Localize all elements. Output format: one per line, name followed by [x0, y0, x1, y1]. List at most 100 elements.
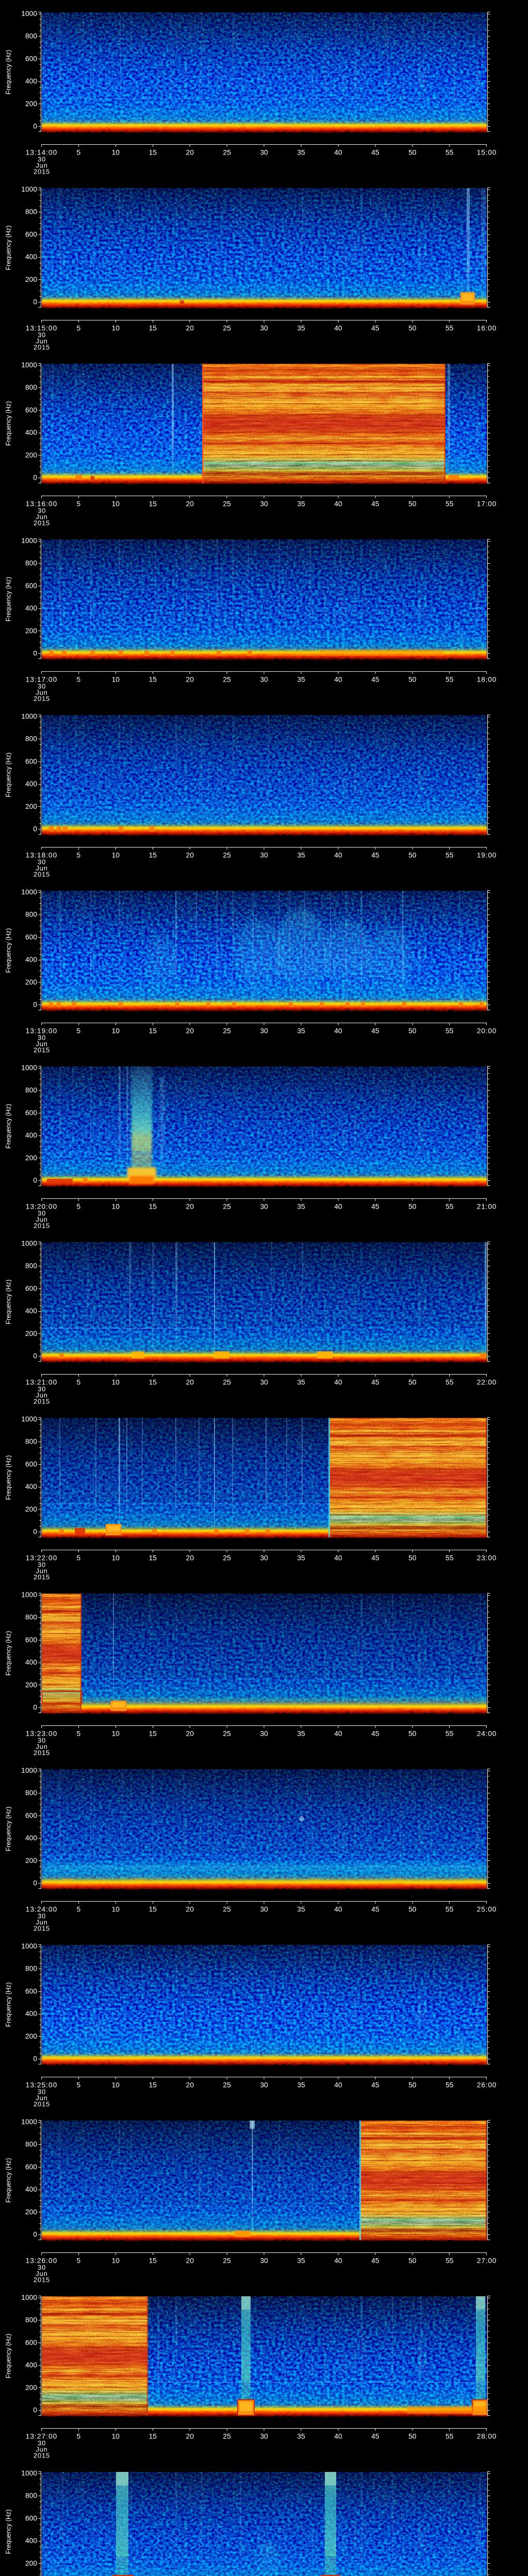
svg-text:55: 55	[446, 1379, 454, 1386]
svg-text:1000: 1000	[21, 1767, 37, 1774]
svg-text:1000: 1000	[21, 185, 37, 193]
svg-text:13:22:00: 13:22:00	[26, 1554, 58, 1562]
svg-text:600: 600	[25, 1987, 37, 1995]
svg-text:30: 30	[38, 1561, 46, 1569]
svg-text:21:00: 21:00	[477, 1203, 497, 1211]
svg-text:10: 10	[112, 149, 120, 157]
svg-text:Frequency (Hz): Frequency (Hz)	[5, 2334, 12, 2379]
svg-text:40: 40	[334, 1554, 342, 1562]
svg-text:400: 400	[25, 1834, 37, 1842]
svg-text:13:20:00: 13:20:00	[26, 1203, 58, 1211]
svg-text:Jun: Jun	[36, 1743, 47, 1751]
svg-text:25: 25	[223, 1554, 231, 1562]
svg-text:Frequency (Hz): Frequency (Hz)	[5, 753, 12, 798]
svg-text:1000: 1000	[21, 10, 37, 18]
svg-text:24:00: 24:00	[477, 1730, 497, 1738]
svg-text:2015: 2015	[34, 1222, 50, 1230]
svg-text:15: 15	[149, 2433, 157, 2441]
svg-text:30: 30	[38, 1210, 46, 1217]
svg-text:25: 25	[223, 676, 231, 684]
svg-text:20: 20	[186, 149, 194, 157]
svg-text:55: 55	[446, 1027, 454, 1035]
svg-text:Jun: Jun	[36, 513, 47, 521]
svg-text:1000: 1000	[21, 1064, 37, 1072]
svg-text:30: 30	[260, 1027, 268, 1035]
svg-text:30: 30	[38, 2439, 46, 2447]
svg-text:800: 800	[25, 2492, 37, 2500]
svg-text:30: 30	[260, 149, 268, 157]
svg-text:800: 800	[25, 1087, 37, 1094]
svg-text:50: 50	[408, 1027, 417, 1035]
svg-text:55: 55	[446, 676, 454, 684]
svg-text:2015: 2015	[34, 871, 50, 878]
svg-text:10: 10	[112, 2257, 120, 2265]
svg-text:35: 35	[297, 149, 305, 157]
svg-text:55: 55	[446, 1906, 454, 1913]
svg-text:16:00: 16:00	[477, 325, 497, 332]
svg-text:200: 200	[25, 2384, 37, 2392]
svg-text:10: 10	[112, 1730, 120, 1738]
svg-text:20: 20	[186, 2081, 194, 2089]
svg-text:1000: 1000	[21, 713, 37, 720]
svg-text:25: 25	[223, 2433, 231, 2441]
svg-text:45: 45	[371, 149, 380, 157]
svg-text:10: 10	[112, 1203, 120, 1211]
svg-text:5: 5	[77, 1379, 81, 1386]
svg-text:0: 0	[33, 2406, 37, 2414]
svg-text:5: 5	[77, 1203, 81, 1211]
svg-text:600: 600	[25, 406, 37, 414]
svg-text:50: 50	[408, 149, 417, 157]
svg-text:10: 10	[112, 676, 120, 684]
svg-text:600: 600	[25, 933, 37, 941]
svg-text:23:00: 23:00	[477, 1554, 497, 1562]
svg-text:20: 20	[186, 1203, 194, 1211]
svg-text:25: 25	[223, 325, 231, 332]
svg-text:400: 400	[25, 956, 37, 963]
svg-text:Frequency (Hz): Frequency (Hz)	[5, 1455, 12, 1500]
svg-text:35: 35	[297, 1730, 305, 1738]
svg-text:400: 400	[25, 429, 37, 436]
svg-text:200: 200	[25, 1681, 37, 1689]
svg-text:10: 10	[112, 2081, 120, 2089]
svg-text:45: 45	[371, 2433, 380, 2441]
svg-text:13:16:00: 13:16:00	[26, 500, 58, 508]
svg-text:0: 0	[33, 1001, 37, 1009]
svg-text:22:00: 22:00	[477, 1379, 497, 1386]
svg-text:400: 400	[25, 1658, 37, 1666]
svg-text:50: 50	[408, 1554, 417, 1562]
svg-text:40: 40	[334, 1730, 342, 1738]
svg-text:600: 600	[25, 1460, 37, 1468]
svg-text:1000: 1000	[21, 888, 37, 896]
svg-text:13:25:00: 13:25:00	[26, 2081, 58, 2089]
svg-text:600: 600	[25, 582, 37, 589]
svg-text:10: 10	[112, 1027, 120, 1035]
svg-text:200: 200	[25, 1154, 37, 1162]
svg-text:13:17:00: 13:17:00	[26, 676, 58, 684]
svg-text:1000: 1000	[21, 537, 37, 545]
svg-text:800: 800	[25, 1262, 37, 1270]
svg-text:40: 40	[334, 2433, 342, 2441]
svg-text:2015: 2015	[34, 1925, 50, 1933]
svg-text:Jun: Jun	[36, 1216, 47, 1224]
svg-text:0: 0	[33, 1879, 37, 1887]
svg-text:400: 400	[25, 2537, 37, 2545]
svg-text:5: 5	[77, 325, 81, 332]
svg-text:20: 20	[186, 676, 194, 684]
svg-text:15: 15	[149, 852, 157, 859]
svg-text:35: 35	[297, 1379, 305, 1386]
svg-text:40: 40	[334, 1379, 342, 1386]
svg-text:28:00: 28:00	[477, 2433, 497, 2441]
svg-text:Jun: Jun	[36, 2446, 47, 2453]
svg-text:Jun: Jun	[36, 2270, 47, 2278]
svg-text:30: 30	[260, 500, 268, 508]
svg-text:30: 30	[260, 325, 268, 332]
svg-text:2015: 2015	[34, 2276, 50, 2284]
svg-text:15: 15	[149, 1203, 157, 1211]
svg-text:2015: 2015	[34, 168, 50, 176]
svg-text:Frequency (Hz): Frequency (Hz)	[5, 2510, 12, 2554]
svg-text:30: 30	[38, 858, 46, 866]
svg-text:13:14:00: 13:14:00	[26, 149, 58, 157]
svg-text:19:00: 19:00	[477, 852, 497, 859]
svg-text:2015: 2015	[34, 1046, 50, 1054]
svg-text:25:00: 25:00	[477, 1906, 497, 1913]
